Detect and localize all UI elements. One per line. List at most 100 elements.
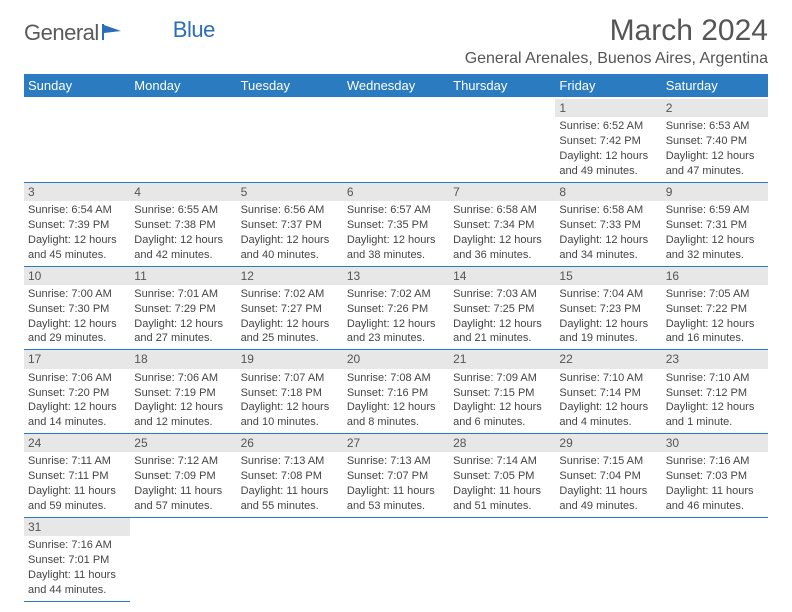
day-data: Sunrise: 7:06 AMSunset: 7:19 PMDaylight:… [130, 369, 236, 433]
calendar-cell: 24Sunrise: 7:11 AMSunset: 7:11 PMDayligh… [24, 434, 130, 518]
calendar-row: 1Sunrise: 6:52 AMSunset: 7:42 PMDaylight… [24, 98, 768, 182]
day-number: 15 [555, 267, 661, 285]
calendar-cell: 9Sunrise: 6:59 AMSunset: 7:31 PMDaylight… [662, 182, 768, 266]
day-number: 20 [343, 350, 449, 368]
calendar-cell [130, 517, 236, 601]
calendar-cell [555, 517, 661, 601]
day-data: Sunrise: 7:16 AMSunset: 7:01 PMDaylight:… [24, 536, 130, 600]
day-header: Friday [555, 74, 661, 98]
calendar-cell: 31Sunrise: 7:16 AMSunset: 7:01 PMDayligh… [24, 517, 130, 601]
calendar-cell [237, 517, 343, 601]
day-data: Sunrise: 7:08 AMSunset: 7:16 PMDaylight:… [343, 369, 449, 433]
day-data: Sunrise: 6:54 AMSunset: 7:39 PMDaylight:… [24, 201, 130, 265]
calendar-cell: 4Sunrise: 6:55 AMSunset: 7:38 PMDaylight… [130, 182, 236, 266]
day-number: 2 [662, 99, 768, 117]
calendar-cell: 5Sunrise: 6:56 AMSunset: 7:37 PMDaylight… [237, 182, 343, 266]
day-number: 18 [130, 350, 236, 368]
day-data: Sunrise: 7:13 AMSunset: 7:08 PMDaylight:… [237, 452, 343, 516]
day-number: 16 [662, 267, 768, 285]
day-number: 31 [24, 518, 130, 536]
calendar-cell: 17Sunrise: 7:06 AMSunset: 7:20 PMDayligh… [24, 350, 130, 434]
day-header: Saturday [662, 74, 768, 98]
calendar-cell [24, 98, 130, 182]
calendar-cell: 25Sunrise: 7:12 AMSunset: 7:09 PMDayligh… [130, 434, 236, 518]
calendar-row: 31Sunrise: 7:16 AMSunset: 7:01 PMDayligh… [24, 517, 768, 601]
location: General Arenales, Buenos Aires, Argentin… [465, 50, 768, 68]
day-data: Sunrise: 7:12 AMSunset: 7:09 PMDaylight:… [130, 452, 236, 516]
day-header: Monday [130, 74, 236, 98]
calendar-cell: 30Sunrise: 7:16 AMSunset: 7:03 PMDayligh… [662, 434, 768, 518]
calendar-cell: 2Sunrise: 6:53 AMSunset: 7:40 PMDaylight… [662, 98, 768, 182]
calendar-row: 17Sunrise: 7:06 AMSunset: 7:20 PMDayligh… [24, 350, 768, 434]
day-data: Sunrise: 7:02 AMSunset: 7:26 PMDaylight:… [343, 285, 449, 349]
calendar-cell: 6Sunrise: 6:57 AMSunset: 7:35 PMDaylight… [343, 182, 449, 266]
calendar-cell: 29Sunrise: 7:15 AMSunset: 7:04 PMDayligh… [555, 434, 661, 518]
calendar-cell: 12Sunrise: 7:02 AMSunset: 7:27 PMDayligh… [237, 266, 343, 350]
calendar-cell: 18Sunrise: 7:06 AMSunset: 7:19 PMDayligh… [130, 350, 236, 434]
day-number: 22 [555, 350, 661, 368]
day-data: Sunrise: 7:15 AMSunset: 7:04 PMDaylight:… [555, 452, 661, 516]
calendar-cell: 13Sunrise: 7:02 AMSunset: 7:26 PMDayligh… [343, 266, 449, 350]
calendar-cell: 28Sunrise: 7:14 AMSunset: 7:05 PMDayligh… [449, 434, 555, 518]
day-data: Sunrise: 7:10 AMSunset: 7:14 PMDaylight:… [555, 369, 661, 433]
day-data: Sunrise: 6:52 AMSunset: 7:42 PMDaylight:… [555, 117, 661, 181]
day-number: 24 [24, 434, 130, 452]
day-data: Sunrise: 7:07 AMSunset: 7:18 PMDaylight:… [237, 369, 343, 433]
calendar-cell [662, 517, 768, 601]
day-number: 3 [24, 183, 130, 201]
page-title: March 2024 [465, 14, 768, 48]
calendar-cell: 11Sunrise: 7:01 AMSunset: 7:29 PMDayligh… [130, 266, 236, 350]
day-data: Sunrise: 6:56 AMSunset: 7:37 PMDaylight:… [237, 201, 343, 265]
calendar-cell: 14Sunrise: 7:03 AMSunset: 7:25 PMDayligh… [449, 266, 555, 350]
day-number: 26 [237, 434, 343, 452]
day-header: Thursday [449, 74, 555, 98]
day-number: 17 [24, 350, 130, 368]
calendar-header-row: Sunday Monday Tuesday Wednesday Thursday… [24, 74, 768, 98]
calendar-cell: 22Sunrise: 7:10 AMSunset: 7:14 PMDayligh… [555, 350, 661, 434]
day-data: Sunrise: 6:59 AMSunset: 7:31 PMDaylight:… [662, 201, 768, 265]
day-data: Sunrise: 7:02 AMSunset: 7:27 PMDaylight:… [237, 285, 343, 349]
day-data: Sunrise: 7:10 AMSunset: 7:12 PMDaylight:… [662, 369, 768, 433]
day-data: Sunrise: 7:01 AMSunset: 7:29 PMDaylight:… [130, 285, 236, 349]
day-number: 23 [662, 350, 768, 368]
calendar-cell: 15Sunrise: 7:04 AMSunset: 7:23 PMDayligh… [555, 266, 661, 350]
calendar-cell: 23Sunrise: 7:10 AMSunset: 7:12 PMDayligh… [662, 350, 768, 434]
day-data: Sunrise: 7:14 AMSunset: 7:05 PMDaylight:… [449, 452, 555, 516]
calendar-table: Sunday Monday Tuesday Wednesday Thursday… [24, 74, 768, 602]
calendar-row: 24Sunrise: 7:11 AMSunset: 7:11 PMDayligh… [24, 434, 768, 518]
day-number: 28 [449, 434, 555, 452]
day-data: Sunrise: 7:03 AMSunset: 7:25 PMDaylight:… [449, 285, 555, 349]
calendar-cell: 16Sunrise: 7:05 AMSunset: 7:22 PMDayligh… [662, 266, 768, 350]
header: General Blue March 2024 General Arenales… [24, 14, 768, 68]
day-header: Tuesday [237, 74, 343, 98]
calendar-row: 10Sunrise: 7:00 AMSunset: 7:30 PMDayligh… [24, 266, 768, 350]
day-number: 29 [555, 434, 661, 452]
day-header: Wednesday [343, 74, 449, 98]
calendar-cell [130, 98, 236, 182]
day-number: 19 [237, 350, 343, 368]
day-data: Sunrise: 6:53 AMSunset: 7:40 PMDaylight:… [662, 117, 768, 181]
day-number: 12 [237, 267, 343, 285]
calendar-body: 1Sunrise: 6:52 AMSunset: 7:42 PMDaylight… [24, 98, 768, 601]
day-number: 1 [555, 99, 661, 117]
logo-text-blue: Blue [173, 17, 215, 43]
calendar-cell [343, 517, 449, 601]
calendar-cell: 1Sunrise: 6:52 AMSunset: 7:42 PMDaylight… [555, 98, 661, 182]
logo: General Blue [24, 20, 215, 46]
day-data: Sunrise: 7:11 AMSunset: 7:11 PMDaylight:… [24, 452, 130, 516]
calendar-cell [343, 98, 449, 182]
day-number: 6 [343, 183, 449, 201]
calendar-cell: 21Sunrise: 7:09 AMSunset: 7:15 PMDayligh… [449, 350, 555, 434]
day-data: Sunrise: 6:55 AMSunset: 7:38 PMDaylight:… [130, 201, 236, 265]
day-number: 7 [449, 183, 555, 201]
day-number: 5 [237, 183, 343, 201]
day-number: 13 [343, 267, 449, 285]
day-data: Sunrise: 6:58 AMSunset: 7:34 PMDaylight:… [449, 201, 555, 265]
day-header: Sunday [24, 74, 130, 98]
day-data: Sunrise: 7:06 AMSunset: 7:20 PMDaylight:… [24, 369, 130, 433]
day-data: Sunrise: 6:58 AMSunset: 7:33 PMDaylight:… [555, 201, 661, 265]
day-number: 30 [662, 434, 768, 452]
day-number: 8 [555, 183, 661, 201]
day-number: 25 [130, 434, 236, 452]
day-data: Sunrise: 7:16 AMSunset: 7:03 PMDaylight:… [662, 452, 768, 516]
